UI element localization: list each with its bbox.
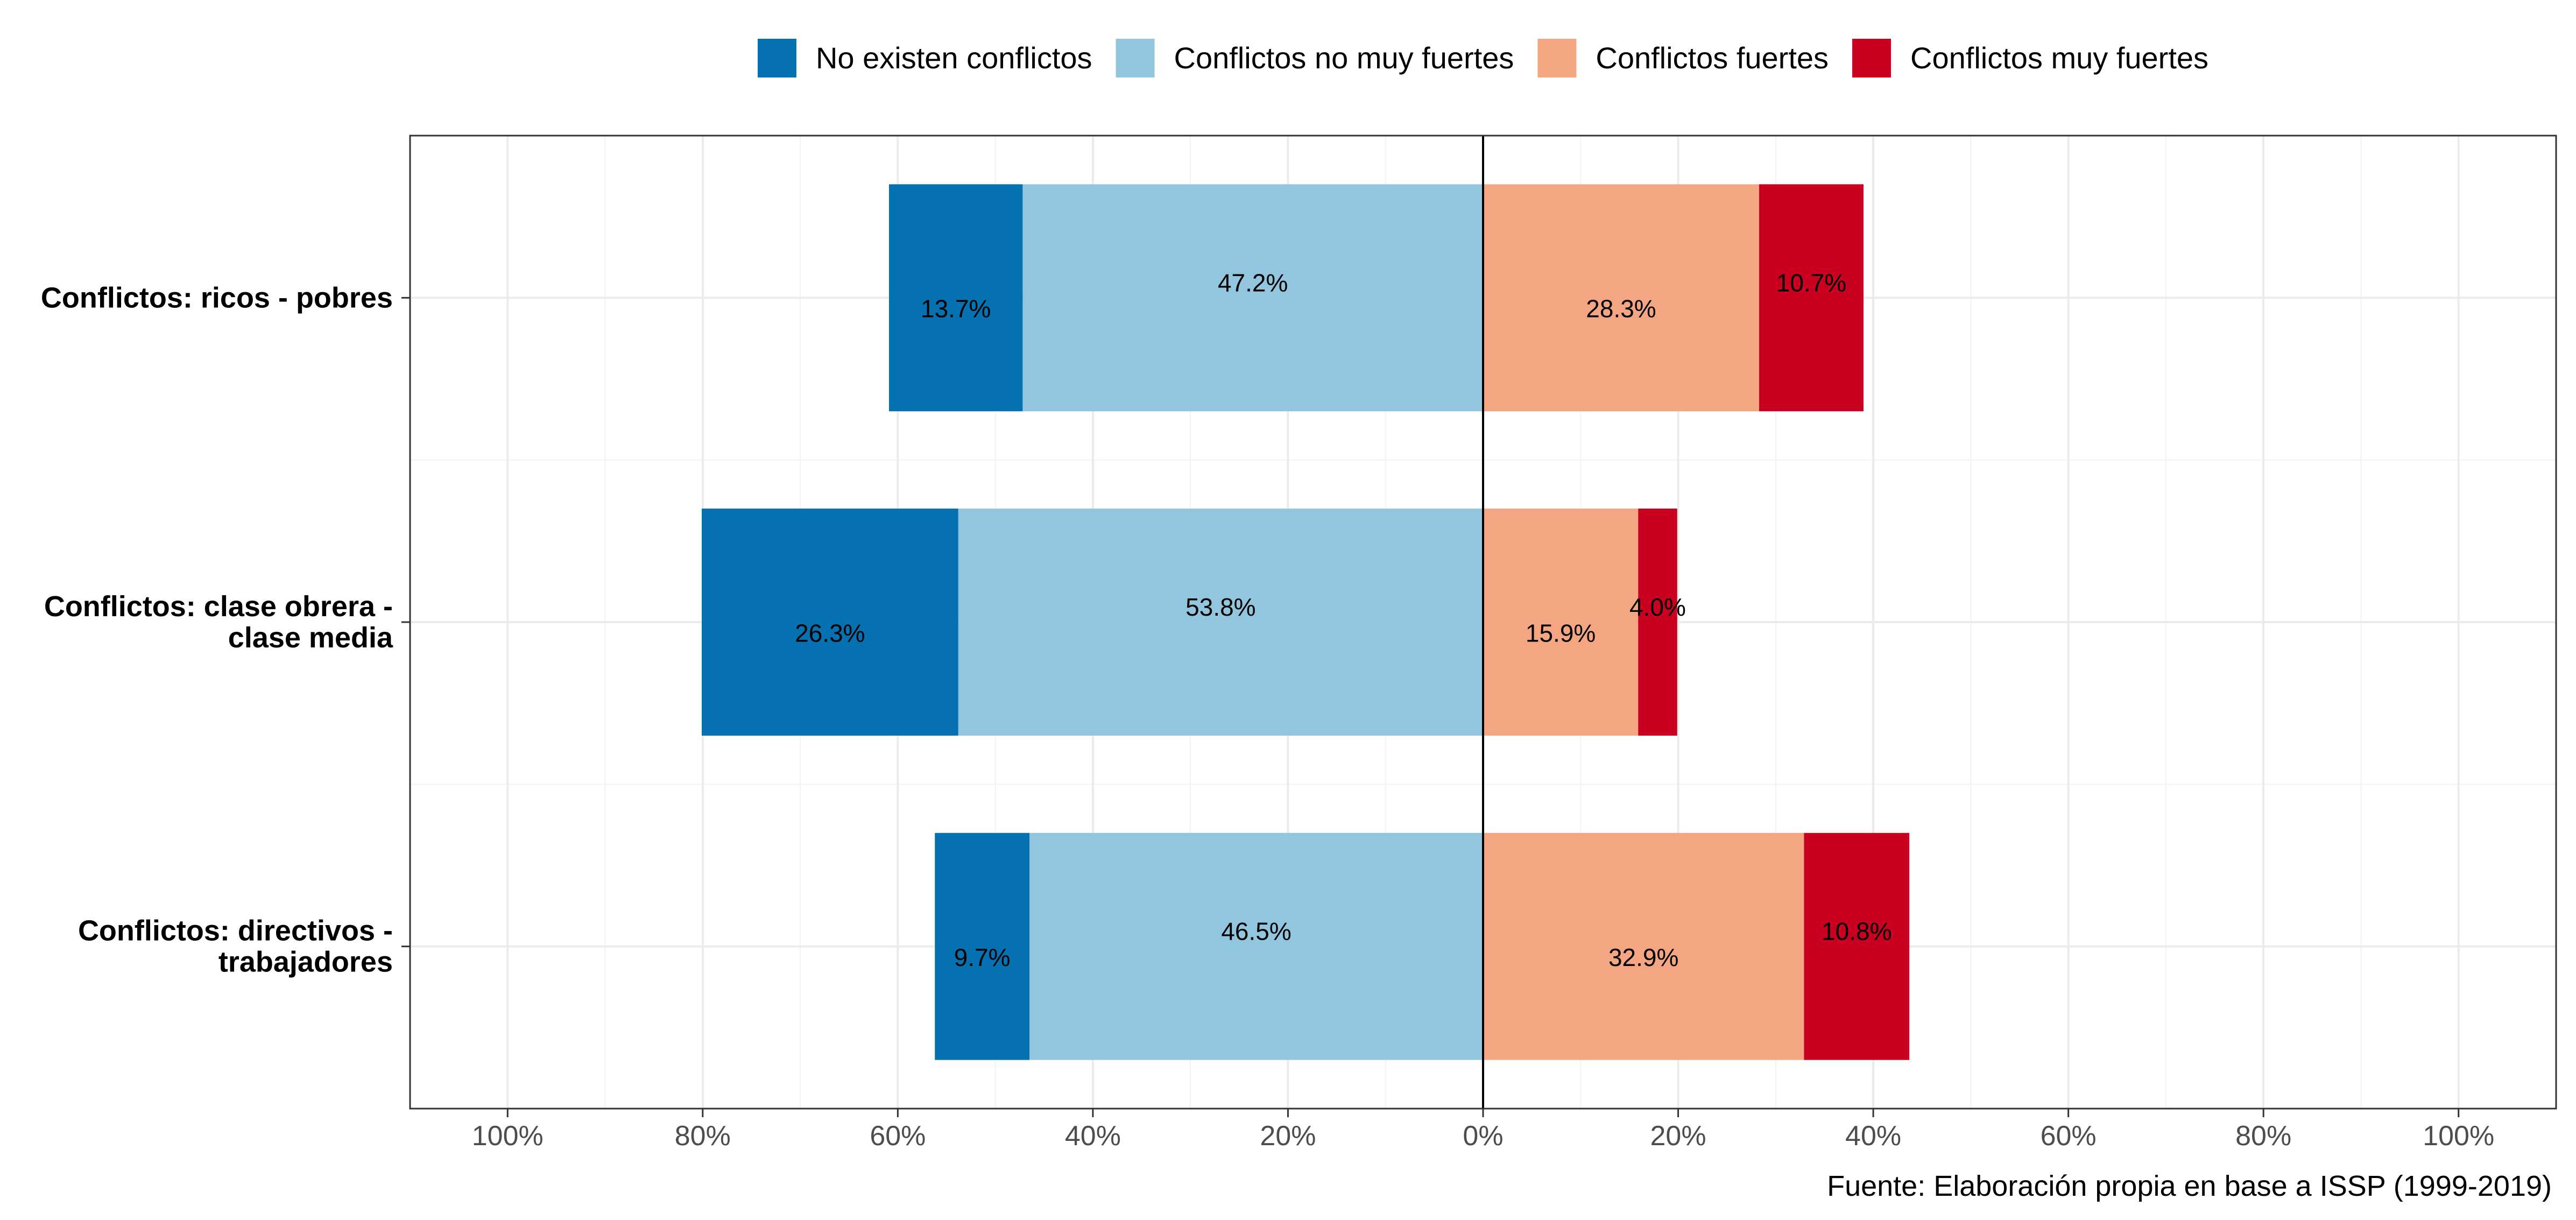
legend-item-conflictos-fuertes: Conflictos fuertes [1537,39,1829,77]
bar-conflictos-fuertes [1483,509,1639,736]
y-category-label: Conflictos: directivos -trabajadores [78,915,393,978]
data-label: 26.3% [795,619,865,647]
bar-no-existen-conflictos [935,833,1030,1060]
x-tick-label: 40% [1845,1120,1901,1152]
bar-conflictos-fuertes [1483,833,1804,1060]
data-label: 9.7% [954,943,1011,971]
legend-label: Conflictos no muy fuertes [1174,41,1514,75]
data-label: 4.0% [1629,593,1686,621]
bar-conflictos-muy-fuertes [1759,184,1864,412]
data-label: 10.8% [1822,918,1892,946]
legend-label: No existen conflictos [816,41,1092,75]
data-label: 28.3% [1586,295,1656,323]
data-label: 47.2% [1218,269,1288,297]
x-tick-label: 0% [1463,1120,1503,1152]
data-label: 13.7% [921,295,991,323]
plot-panel: 47.2% 13.7% 28.3% 10.7% 53.8% 26.3% 15.9% 4.0% 4… [409,135,2557,1110]
bar-no-existen-conflictos [702,509,958,736]
data-label: 53.8% [1185,593,1255,621]
y-category-label: Conflictos: ricos - pobres [41,281,393,314]
x-tick-label: 60% [2041,1120,2097,1152]
legend-label: Conflictos fuertes [1596,41,1829,75]
legend-item-conflictos-no-muy-fuertes: Conflictos no muy fuertes [1116,39,1514,77]
data-label: 32.9% [1608,943,1678,971]
legend-item-conflictos-muy-fuertes: Conflictos muy fuertes [1852,39,2208,77]
x-tick-label: 20% [1650,1120,1706,1152]
x-tick-label: 100% [2423,1120,2494,1152]
x-axis: 100% 80% 60% 40% 20% 0% 20% 40% 60% 80% 100% [472,1109,2494,1152]
bar-conflictos-no-muy-fuertes [1029,833,1483,1060]
legend-label: Conflictos muy fuertes [1910,41,2208,75]
bar-conflictos-no-muy-fuertes [1022,184,1483,412]
legend-swatch [1116,39,1155,77]
legend: No existen conflictos Conflictos no muy f… [757,39,2208,77]
y-axis: Conflictos: ricos - pobres Conflictos: cl… [41,281,410,978]
x-tick-label: 100% [472,1120,544,1152]
data-labels: 47.2% 13.7% 28.3% 10.7% 53.8% 26.3% 15.9% 4.0% 4… [795,269,1892,971]
legend-swatch [757,39,796,77]
legend-item-no-existen-conflictos: No existen conflictos [757,39,1092,77]
data-label: 15.9% [1526,619,1596,647]
x-tick-label: 80% [2235,1120,2291,1152]
bar-conflictos-no-muy-fuertes [958,509,1483,736]
y-category-label: Conflictos: clase obrera -clase media [44,590,393,654]
x-tick-label: 60% [870,1120,926,1152]
bar-no-existen-conflictos [889,184,1023,412]
data-label: 46.5% [1221,918,1291,946]
x-tick-label: 40% [1065,1120,1121,1152]
x-tick-label: 80% [675,1120,731,1152]
chart-caption: Fuente: Elaboración propia en base a ISS… [1827,1170,2552,1202]
legend-swatch [1852,39,1892,77]
data-label: 10.7% [1776,269,1846,297]
bar-segments [702,184,1910,1060]
x-tick-label: 20% [1260,1120,1316,1152]
bar-conflictos-muy-fuertes [1804,833,1910,1060]
legend-swatch [1537,39,1577,77]
bar-conflictos-muy-fuertes [1638,509,1677,736]
bar-conflictos-fuertes [1483,184,1760,412]
